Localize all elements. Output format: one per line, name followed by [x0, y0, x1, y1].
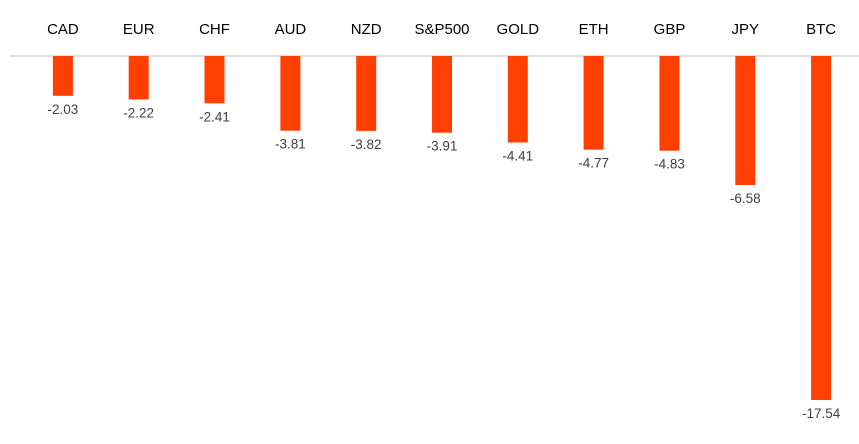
category-label-aud: AUD	[275, 21, 307, 38]
data-label-gbp: -4.83	[654, 157, 685, 172]
bar-aud	[280, 56, 301, 131]
data-label-cad: -2.03	[48, 102, 79, 117]
category-label-gbp: GBP	[654, 21, 686, 38]
category-label-eth: ETH	[579, 21, 609, 38]
category-label-eur: EUR	[123, 21, 155, 38]
data-label-gold: -4.41	[502, 149, 533, 164]
bar-eth	[583, 56, 604, 150]
category-label-cad: CAD	[47, 21, 79, 38]
bar-gold	[507, 56, 528, 143]
data-label-btc: -17.54	[802, 406, 841, 421]
data-label-jpy: -6.58	[730, 191, 761, 206]
category-label-nzd: NZD	[351, 21, 382, 38]
data-label-aud: -3.81	[275, 137, 306, 152]
data-label-eth: -4.77	[578, 156, 609, 171]
bars	[52, 56, 832, 400]
data-label-chf: -2.41	[199, 109, 230, 124]
bar-sp500	[432, 56, 452, 133]
category-labels: CAD EUR CHF AUD NZD S&P500 GOLD ETH GBP JPY BTC	[47, 21, 836, 38]
bar-jpy	[735, 56, 756, 185]
data-labels: -2.03 -2.22 -2.41 -3.81 -3.82 -3.91 -4.41 -4.77…	[48, 102, 841, 421]
category-label-sp500: S&P500	[414, 21, 469, 38]
data-label-eur: -2.22	[123, 106, 154, 121]
bar-chf	[204, 56, 225, 104]
category-label-btc: BTC	[806, 21, 836, 38]
data-label-nzd: -3.82	[351, 137, 382, 152]
bar-gbp	[659, 56, 680, 151]
category-label-jpy: JPY	[732, 21, 760, 38]
bar-nzd	[356, 56, 377, 131]
category-label-gold: GOLD	[497, 21, 540, 38]
bar-btc	[811, 56, 832, 400]
category-label-chf: CHF	[199, 21, 230, 38]
data-label-sp500: -3.91	[427, 139, 458, 154]
bar-eur	[128, 56, 149, 100]
bar-cad	[52, 56, 73, 96]
